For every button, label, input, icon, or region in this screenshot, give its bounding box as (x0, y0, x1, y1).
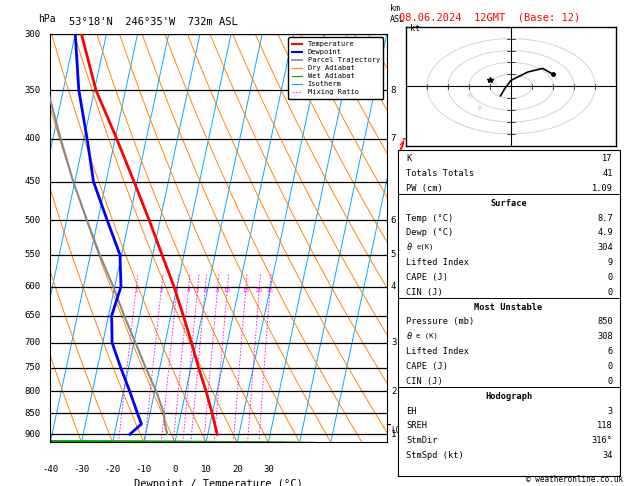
Text: e(K): e(K) (416, 243, 434, 250)
Text: -40: -40 (42, 465, 58, 474)
Text: 1: 1 (391, 430, 396, 439)
Text: 1.09: 1.09 (592, 184, 613, 193)
Text: Most Unstable: Most Unstable (474, 303, 543, 312)
Text: 7: 7 (391, 134, 396, 143)
Text: 20: 20 (232, 465, 243, 474)
Text: 4: 4 (186, 288, 190, 293)
Text: StmDir: StmDir (406, 436, 438, 445)
Text: 53°18'N  246°35'W  732m ASL: 53°18'N 246°35'W 732m ASL (69, 17, 238, 27)
Text: 300: 300 (24, 30, 40, 38)
Text: -20: -20 (104, 465, 121, 474)
Text: 15: 15 (242, 288, 249, 293)
Text: 850: 850 (597, 317, 613, 327)
Text: 1: 1 (134, 288, 138, 293)
Text: 30: 30 (263, 465, 274, 474)
Text: Totals Totals: Totals Totals (406, 169, 475, 178)
Text: Temp (°C): Temp (°C) (406, 213, 454, 223)
Text: CIN (J): CIN (J) (406, 288, 443, 297)
Text: 25: 25 (266, 288, 273, 293)
Text: 0: 0 (608, 288, 613, 297)
Text: -10: -10 (136, 465, 152, 474)
Text: 8.7: 8.7 (597, 213, 613, 223)
Text: 3: 3 (608, 406, 613, 416)
Text: 400: 400 (24, 134, 40, 143)
Text: EH: EH (406, 406, 417, 416)
FancyBboxPatch shape (398, 150, 620, 476)
Text: 6: 6 (608, 347, 613, 356)
Text: Lifted Index: Lifted Index (406, 347, 469, 356)
Text: 20: 20 (255, 288, 262, 293)
Text: 2: 2 (159, 288, 163, 293)
Text: ⊕: ⊕ (466, 93, 472, 99)
Text: Dewpoint / Temperature (°C): Dewpoint / Temperature (°C) (134, 479, 303, 486)
Text: hPa: hPa (38, 14, 56, 24)
Text: 118: 118 (597, 421, 613, 431)
Text: ⊕: ⊕ (477, 104, 482, 111)
Text: 0: 0 (608, 273, 613, 282)
Text: Hodograph: Hodograph (485, 392, 532, 400)
Text: 800: 800 (24, 387, 40, 396)
Text: 5: 5 (391, 250, 396, 260)
Text: 500: 500 (24, 216, 40, 225)
Text: 17: 17 (603, 154, 613, 163)
Text: 8: 8 (391, 86, 396, 95)
Text: 34: 34 (603, 451, 613, 460)
Text: 350: 350 (24, 86, 40, 95)
Text: 0: 0 (608, 362, 613, 371)
Text: ⊕: ⊕ (491, 81, 497, 87)
Text: -30: -30 (74, 465, 89, 474)
Text: PW (cm): PW (cm) (406, 184, 443, 193)
Text: 10: 10 (201, 465, 211, 474)
Text: 0: 0 (172, 465, 177, 474)
Text: 3: 3 (175, 288, 179, 293)
Text: 4: 4 (391, 282, 396, 291)
Legend: Temperature, Dewpoint, Parcel Trajectory, Dry Adiabat, Wet Adiabat, Isotherm, Mi: Temperature, Dewpoint, Parcel Trajectory… (288, 37, 383, 99)
Text: CAPE (J): CAPE (J) (406, 273, 448, 282)
Text: LCL: LCL (391, 426, 404, 435)
Text: 4.9: 4.9 (597, 228, 613, 237)
Text: 550: 550 (24, 250, 40, 260)
Text: SREH: SREH (406, 421, 428, 431)
Text: 41: 41 (603, 169, 613, 178)
Text: © weatheronline.co.uk: © weatheronline.co.uk (526, 474, 623, 484)
Text: 2: 2 (391, 387, 396, 396)
Text: CIN (J): CIN (J) (406, 377, 443, 386)
Text: 5: 5 (196, 288, 199, 293)
Text: Mixing Ratio (g/kg): Mixing Ratio (g/kg) (404, 194, 413, 282)
Text: Lifted Index: Lifted Index (406, 258, 469, 267)
Text: Surface: Surface (490, 199, 527, 208)
Text: 900: 900 (24, 430, 40, 439)
Text: 600: 600 (24, 282, 40, 291)
Text: e (K): e (K) (416, 332, 438, 339)
Text: 0: 0 (608, 377, 613, 386)
Text: 8: 8 (216, 288, 219, 293)
Text: Dewp (°C): Dewp (°C) (406, 228, 454, 237)
Text: CAPE (J): CAPE (J) (406, 362, 448, 371)
Text: 308: 308 (597, 332, 613, 341)
Text: 6: 6 (203, 288, 207, 293)
Text: 10: 10 (223, 288, 231, 293)
Text: 450: 450 (24, 177, 40, 186)
Text: 700: 700 (24, 338, 40, 347)
Text: θ: θ (406, 243, 411, 252)
Text: 9: 9 (608, 258, 613, 267)
Text: 304: 304 (597, 243, 613, 252)
Text: 316°: 316° (592, 436, 613, 445)
Text: 850: 850 (24, 409, 40, 418)
Text: θ: θ (406, 332, 411, 341)
Text: 750: 750 (24, 364, 40, 372)
Text: K: K (406, 154, 411, 163)
Text: 08.06.2024  12GMT  (Base: 12): 08.06.2024 12GMT (Base: 12) (399, 12, 581, 22)
Text: km
ASL: km ASL (390, 4, 405, 24)
Text: kt: kt (410, 24, 420, 34)
Text: 6: 6 (391, 216, 396, 225)
Text: StmSpd (kt): StmSpd (kt) (406, 451, 464, 460)
Text: 3: 3 (391, 338, 396, 347)
Text: Pressure (mb): Pressure (mb) (406, 317, 475, 327)
Text: 650: 650 (24, 311, 40, 320)
